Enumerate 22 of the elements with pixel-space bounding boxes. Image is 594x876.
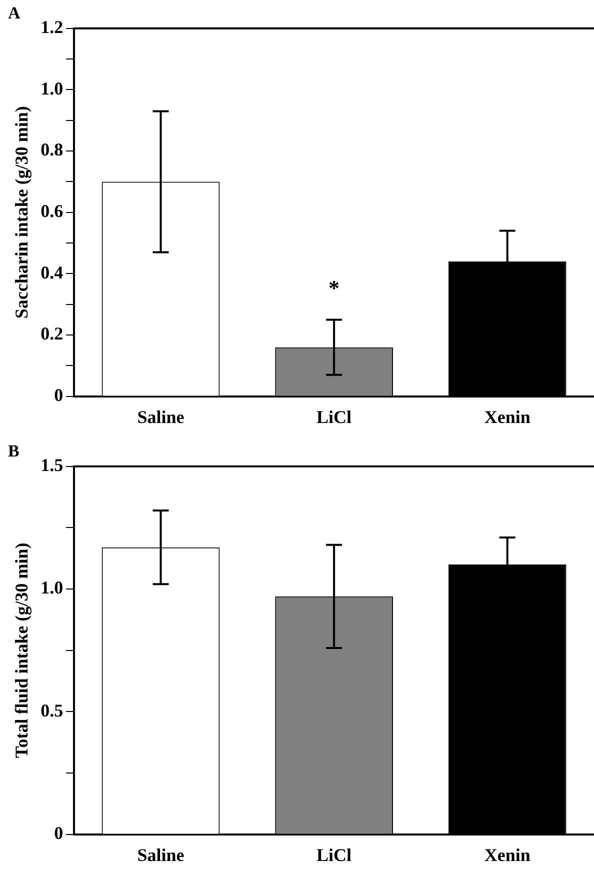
chart-title: A xyxy=(8,4,21,23)
y-tick-label: 0 xyxy=(54,385,64,406)
y-tick-label: 1.5 xyxy=(40,455,64,476)
y-tick-label: 0.8 xyxy=(40,140,64,160)
y-tick-label: 0.4 xyxy=(40,262,64,282)
annotation: * xyxy=(328,275,340,300)
y-tick-label: 1.0 xyxy=(40,578,64,598)
x-tick-label: LiCl xyxy=(316,406,352,427)
x-tick-label: Xenin xyxy=(484,406,530,427)
y-tick-label: 0.5 xyxy=(40,700,64,720)
x-tick-label: Xenin xyxy=(484,844,530,865)
y-tick-label: 0.6 xyxy=(40,201,64,222)
x-tick-label: Saline xyxy=(137,844,184,865)
y-tick-label: 1.2 xyxy=(40,17,64,38)
y-axis-title: Total fluid intake (g/30 min) xyxy=(11,542,32,758)
chart-title: B xyxy=(8,442,20,461)
x-tick-label: Saline xyxy=(137,406,184,427)
y-tick-label: 0 xyxy=(54,823,64,844)
y-axis-title: Saccharin intake (g/30 min) xyxy=(11,106,32,319)
y-tick-label: 0.2 xyxy=(40,324,64,344)
y-tick-label: 1.0 xyxy=(40,78,64,98)
x-tick-label: LiCl xyxy=(316,844,352,865)
